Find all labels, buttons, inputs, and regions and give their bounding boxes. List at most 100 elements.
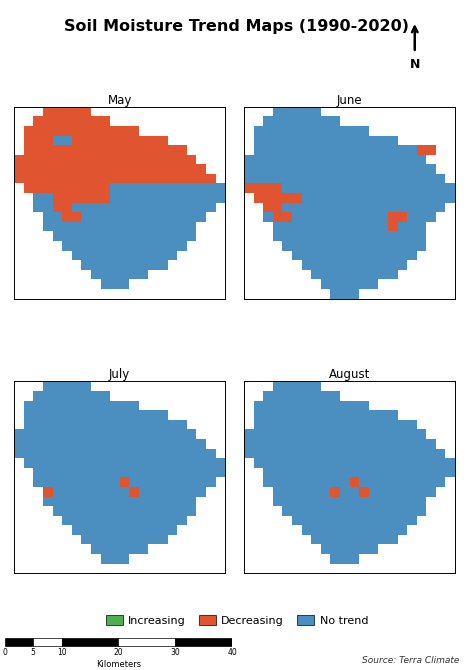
Text: Source: Terra Climate: Source: Terra Climate	[363, 656, 460, 665]
Bar	[301, 126, 311, 135]
Bar	[417, 468, 426, 477]
Bar	[33, 638, 62, 647]
Bar	[321, 145, 330, 155]
Bar	[436, 184, 446, 193]
Bar	[119, 135, 129, 145]
Bar	[330, 145, 340, 155]
Bar	[168, 439, 177, 449]
Bar	[129, 420, 139, 429]
Bar	[321, 496, 330, 506]
Bar	[158, 241, 168, 251]
Bar	[43, 449, 53, 458]
Bar	[254, 449, 263, 458]
Bar	[273, 164, 283, 174]
Bar	[321, 270, 330, 279]
Bar	[129, 477, 139, 487]
Bar	[273, 135, 283, 145]
Bar	[72, 155, 82, 164]
Bar	[369, 203, 378, 212]
Bar	[33, 164, 43, 174]
Bar	[283, 145, 292, 155]
Bar	[100, 260, 110, 270]
Bar	[273, 458, 283, 468]
Bar	[321, 545, 330, 554]
Bar	[53, 107, 62, 117]
Bar	[187, 439, 196, 449]
Bar	[100, 126, 110, 135]
Bar	[417, 458, 426, 468]
Bar	[388, 449, 398, 458]
Bar	[349, 458, 359, 468]
Bar	[388, 468, 398, 477]
Bar	[311, 231, 321, 241]
Bar	[378, 241, 388, 251]
Bar	[62, 212, 72, 222]
Bar	[283, 381, 292, 391]
Bar	[158, 429, 168, 439]
Bar	[216, 193, 225, 203]
Bar	[369, 174, 378, 184]
Bar	[359, 145, 369, 155]
Bar	[110, 449, 119, 458]
Bar	[177, 487, 187, 496]
Bar	[301, 155, 311, 164]
Bar	[72, 401, 82, 410]
Bar	[100, 270, 110, 279]
Bar	[349, 420, 359, 429]
Bar	[340, 164, 349, 174]
Bar	[216, 458, 225, 468]
Bar	[110, 270, 119, 279]
Bar	[72, 174, 82, 184]
Bar	[263, 135, 273, 145]
Bar	[436, 458, 446, 468]
Bar	[292, 222, 301, 231]
Bar	[273, 174, 283, 184]
Bar	[273, 193, 283, 203]
Bar	[177, 231, 187, 241]
Bar	[244, 164, 254, 174]
Bar	[62, 117, 72, 126]
Bar	[206, 477, 216, 487]
Bar	[378, 270, 388, 279]
Bar	[359, 135, 369, 145]
Bar	[330, 487, 340, 496]
Bar	[283, 164, 292, 174]
Bar	[187, 184, 196, 193]
Bar	[119, 231, 129, 241]
Bar	[311, 506, 321, 516]
Bar	[378, 410, 388, 420]
Bar	[129, 429, 139, 439]
Bar	[311, 270, 321, 279]
Bar	[53, 449, 62, 458]
Bar	[283, 458, 292, 468]
Bar	[388, 155, 398, 164]
Bar	[417, 222, 426, 231]
Bar	[301, 135, 311, 145]
Bar	[82, 487, 91, 496]
Bar	[311, 107, 321, 117]
Bar	[158, 516, 168, 525]
Bar	[62, 429, 72, 439]
Bar	[273, 449, 283, 458]
Bar	[196, 193, 206, 203]
Bar	[33, 135, 43, 145]
Bar	[311, 410, 321, 420]
Bar	[244, 429, 254, 439]
Bar	[148, 212, 158, 222]
Bar	[398, 184, 407, 193]
Bar	[72, 516, 82, 525]
Bar	[187, 164, 196, 174]
Bar	[177, 506, 187, 516]
Bar	[398, 212, 407, 222]
Bar	[187, 212, 196, 222]
Bar	[359, 193, 369, 203]
Bar	[72, 525, 82, 535]
Bar	[311, 429, 321, 439]
Bar	[292, 487, 301, 496]
Bar	[292, 193, 301, 203]
Bar	[283, 506, 292, 516]
Bar	[311, 174, 321, 184]
Bar	[369, 231, 378, 241]
Bar	[91, 155, 100, 164]
Bar	[378, 496, 388, 506]
